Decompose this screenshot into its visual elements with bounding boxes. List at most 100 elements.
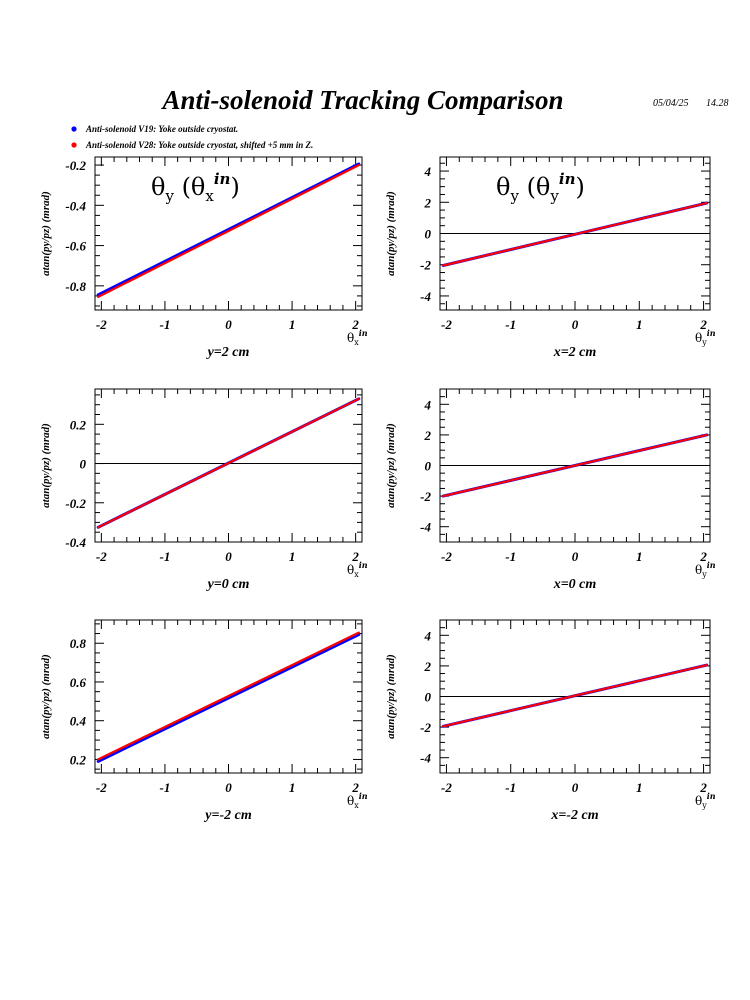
plot-panel: -2 -1 0 1 2 -4 -2 0 2 4 atan(py/pz) (mrad) x=-2 cm θ… [385, 619, 716, 823]
y-tick-label: -0.8 [65, 279, 86, 294]
y-tick-label: 4 [424, 397, 432, 412]
x-tick-label: -1 [160, 317, 171, 332]
x-tick-label: 1 [636, 780, 643, 795]
x-tick-label: 1 [289, 317, 296, 332]
x-tick-label: -2 [96, 317, 107, 332]
y-axis-label: atan(py/pz) (mrad) [40, 191, 52, 276]
x-tick-label: 2 [351, 317, 359, 332]
series-line-v28 [442, 663, 708, 728]
y-axis-label: atan(py/pz) (mrad) [385, 191, 397, 276]
x-tick-label: 2 [699, 780, 707, 795]
y-tick-label: -2 [420, 258, 431, 273]
page-title: Anti-solenoid Tracking Comparison [160, 85, 563, 115]
x-tick-label: 0 [572, 780, 579, 795]
y-tick-label: -4 [420, 751, 431, 766]
series-line-v28 [97, 397, 360, 529]
y-tick-label: 2 [424, 195, 432, 210]
x-axis-variable: θxin [347, 328, 368, 347]
x-tick-label: -1 [505, 317, 516, 332]
x-tick-label: 1 [289, 549, 296, 564]
y-tick-label: 0.2 [70, 417, 87, 432]
panel-annotation: θy (θyin) [496, 170, 585, 205]
y-tick-label: 4 [424, 164, 432, 179]
y-tick-label: -0.4 [65, 535, 86, 550]
legend-label-v19: Anti-solenoid V19: Yoke outside cryostat… [85, 124, 238, 134]
x-axis-label: y=-2 cm [203, 808, 252, 823]
legend-item-v28: Anti-solenoid V28: Yoke outside cryostat… [71, 140, 313, 150]
y-tick-label: 0.6 [70, 675, 87, 690]
y-tick-label: 2 [424, 659, 432, 674]
x-tick-label: -2 [96, 780, 107, 795]
y-tick-label: 0 [425, 227, 432, 242]
y-tick-label: -4 [420, 289, 431, 304]
plot-panel: -2 -1 0 1 2 -0.8 -0.6 -0.4 -0.2 atan(py/pz) (mrad… [40, 156, 368, 360]
series-line-v28 [442, 202, 708, 267]
y-tick-label: 0.4 [70, 714, 87, 729]
x-axis-label: y=2 cm [206, 345, 250, 360]
x-axis-label: x=-2 cm [550, 808, 598, 823]
series-line-v28 [97, 164, 360, 298]
plot-frame [94, 388, 363, 543]
y-tick-label: 0 [425, 459, 432, 474]
y-tick-label: -0.6 [65, 239, 86, 254]
x-tick-label: 2 [699, 317, 707, 332]
y-tick-label: 0 [425, 690, 432, 705]
x-tick-label: 0 [225, 317, 232, 332]
x-tick-label: -2 [441, 549, 452, 564]
y-axis-label: atan(py/pz) (mrad) [385, 423, 397, 508]
x-tick-label: 1 [636, 549, 643, 564]
date-stamp: 05/04/25 [653, 98, 689, 109]
y-tick-label: 2 [424, 428, 432, 443]
y-tick-label: 0 [80, 457, 87, 472]
y-tick-label: -0.2 [65, 158, 86, 173]
x-axis-variable: θxin [347, 791, 368, 810]
x-tick-label: 2 [351, 780, 359, 795]
y-tick-label: 4 [424, 628, 432, 643]
x-tick-label: -2 [96, 549, 107, 564]
legend-marker-v19 [71, 126, 77, 132]
x-tick-label: -1 [160, 549, 171, 564]
y-axis-label: atan(py/pz) (mrad) [40, 654, 52, 739]
y-tick-label: -2 [420, 489, 431, 504]
legend-item-v19: Anti-solenoid V19: Yoke outside cryostat… [71, 124, 238, 134]
x-tick-label: 2 [351, 549, 359, 564]
x-axis-variable: θxin [347, 560, 368, 579]
y-tick-label: -0.2 [65, 496, 86, 511]
x-axis-label: x=2 cm [553, 345, 597, 360]
x-tick-label: 0 [572, 317, 579, 332]
y-tick-label: -4 [420, 520, 431, 535]
x-tick-label: 0 [225, 780, 232, 795]
plot-grid: -2 -1 0 1 2 -0.8 -0.6 -0.4 -0.2 atan(py/pz) (mrad… [40, 156, 716, 823]
y-tick-label: -2 [420, 720, 431, 735]
x-axis-variable: θyin [695, 560, 716, 579]
x-axis-label: y=0 cm [206, 577, 250, 592]
plot-panel: -2 -1 0 1 2 -4 -2 0 2 4 atan(py/pz) (mrad) x=2 cm θy… [385, 156, 716, 360]
legend: Anti-solenoid V19: Yoke outside cryostat… [71, 124, 313, 150]
x-tick-label: -2 [441, 780, 452, 795]
x-tick-label: 2 [699, 549, 707, 564]
plot-panel: -2 -1 0 1 2 -0.4 -0.2 0 0.2 atan(py/pz) (mrad) y=0… [40, 388, 368, 592]
x-tick-label: -1 [160, 780, 171, 795]
x-axis-label: x=0 cm [553, 577, 597, 592]
time-stamp: 14.28 [706, 98, 729, 109]
x-tick-label: -1 [505, 549, 516, 564]
panel-annotation: θy (θxin) [151, 170, 240, 205]
series-line-v19 [96, 633, 361, 763]
x-axis-variable: θyin [695, 791, 716, 810]
legend-label-v28: Anti-solenoid V28: Yoke outside cryostat… [85, 140, 313, 150]
series-line-v28 [97, 631, 360, 761]
y-tick-label: 0.8 [70, 636, 87, 651]
x-tick-label: 0 [225, 549, 232, 564]
x-tick-label: -1 [505, 780, 516, 795]
x-tick-label: 0 [572, 549, 579, 564]
plot-panel: -2 -1 0 1 2 0.2 0.4 0.6 0.8 atan(py/pz) (mrad) y=-… [40, 619, 368, 823]
x-tick-label: 1 [289, 780, 296, 795]
y-axis-label: atan(py/pz) (mrad) [385, 654, 397, 739]
series-line-v28 [442, 433, 708, 498]
x-tick-label: -2 [441, 317, 452, 332]
y-tick-label: 0.2 [70, 752, 87, 767]
series-line-v19 [96, 162, 361, 297]
legend-marker-v28 [71, 142, 77, 148]
x-tick-label: 1 [636, 317, 643, 332]
